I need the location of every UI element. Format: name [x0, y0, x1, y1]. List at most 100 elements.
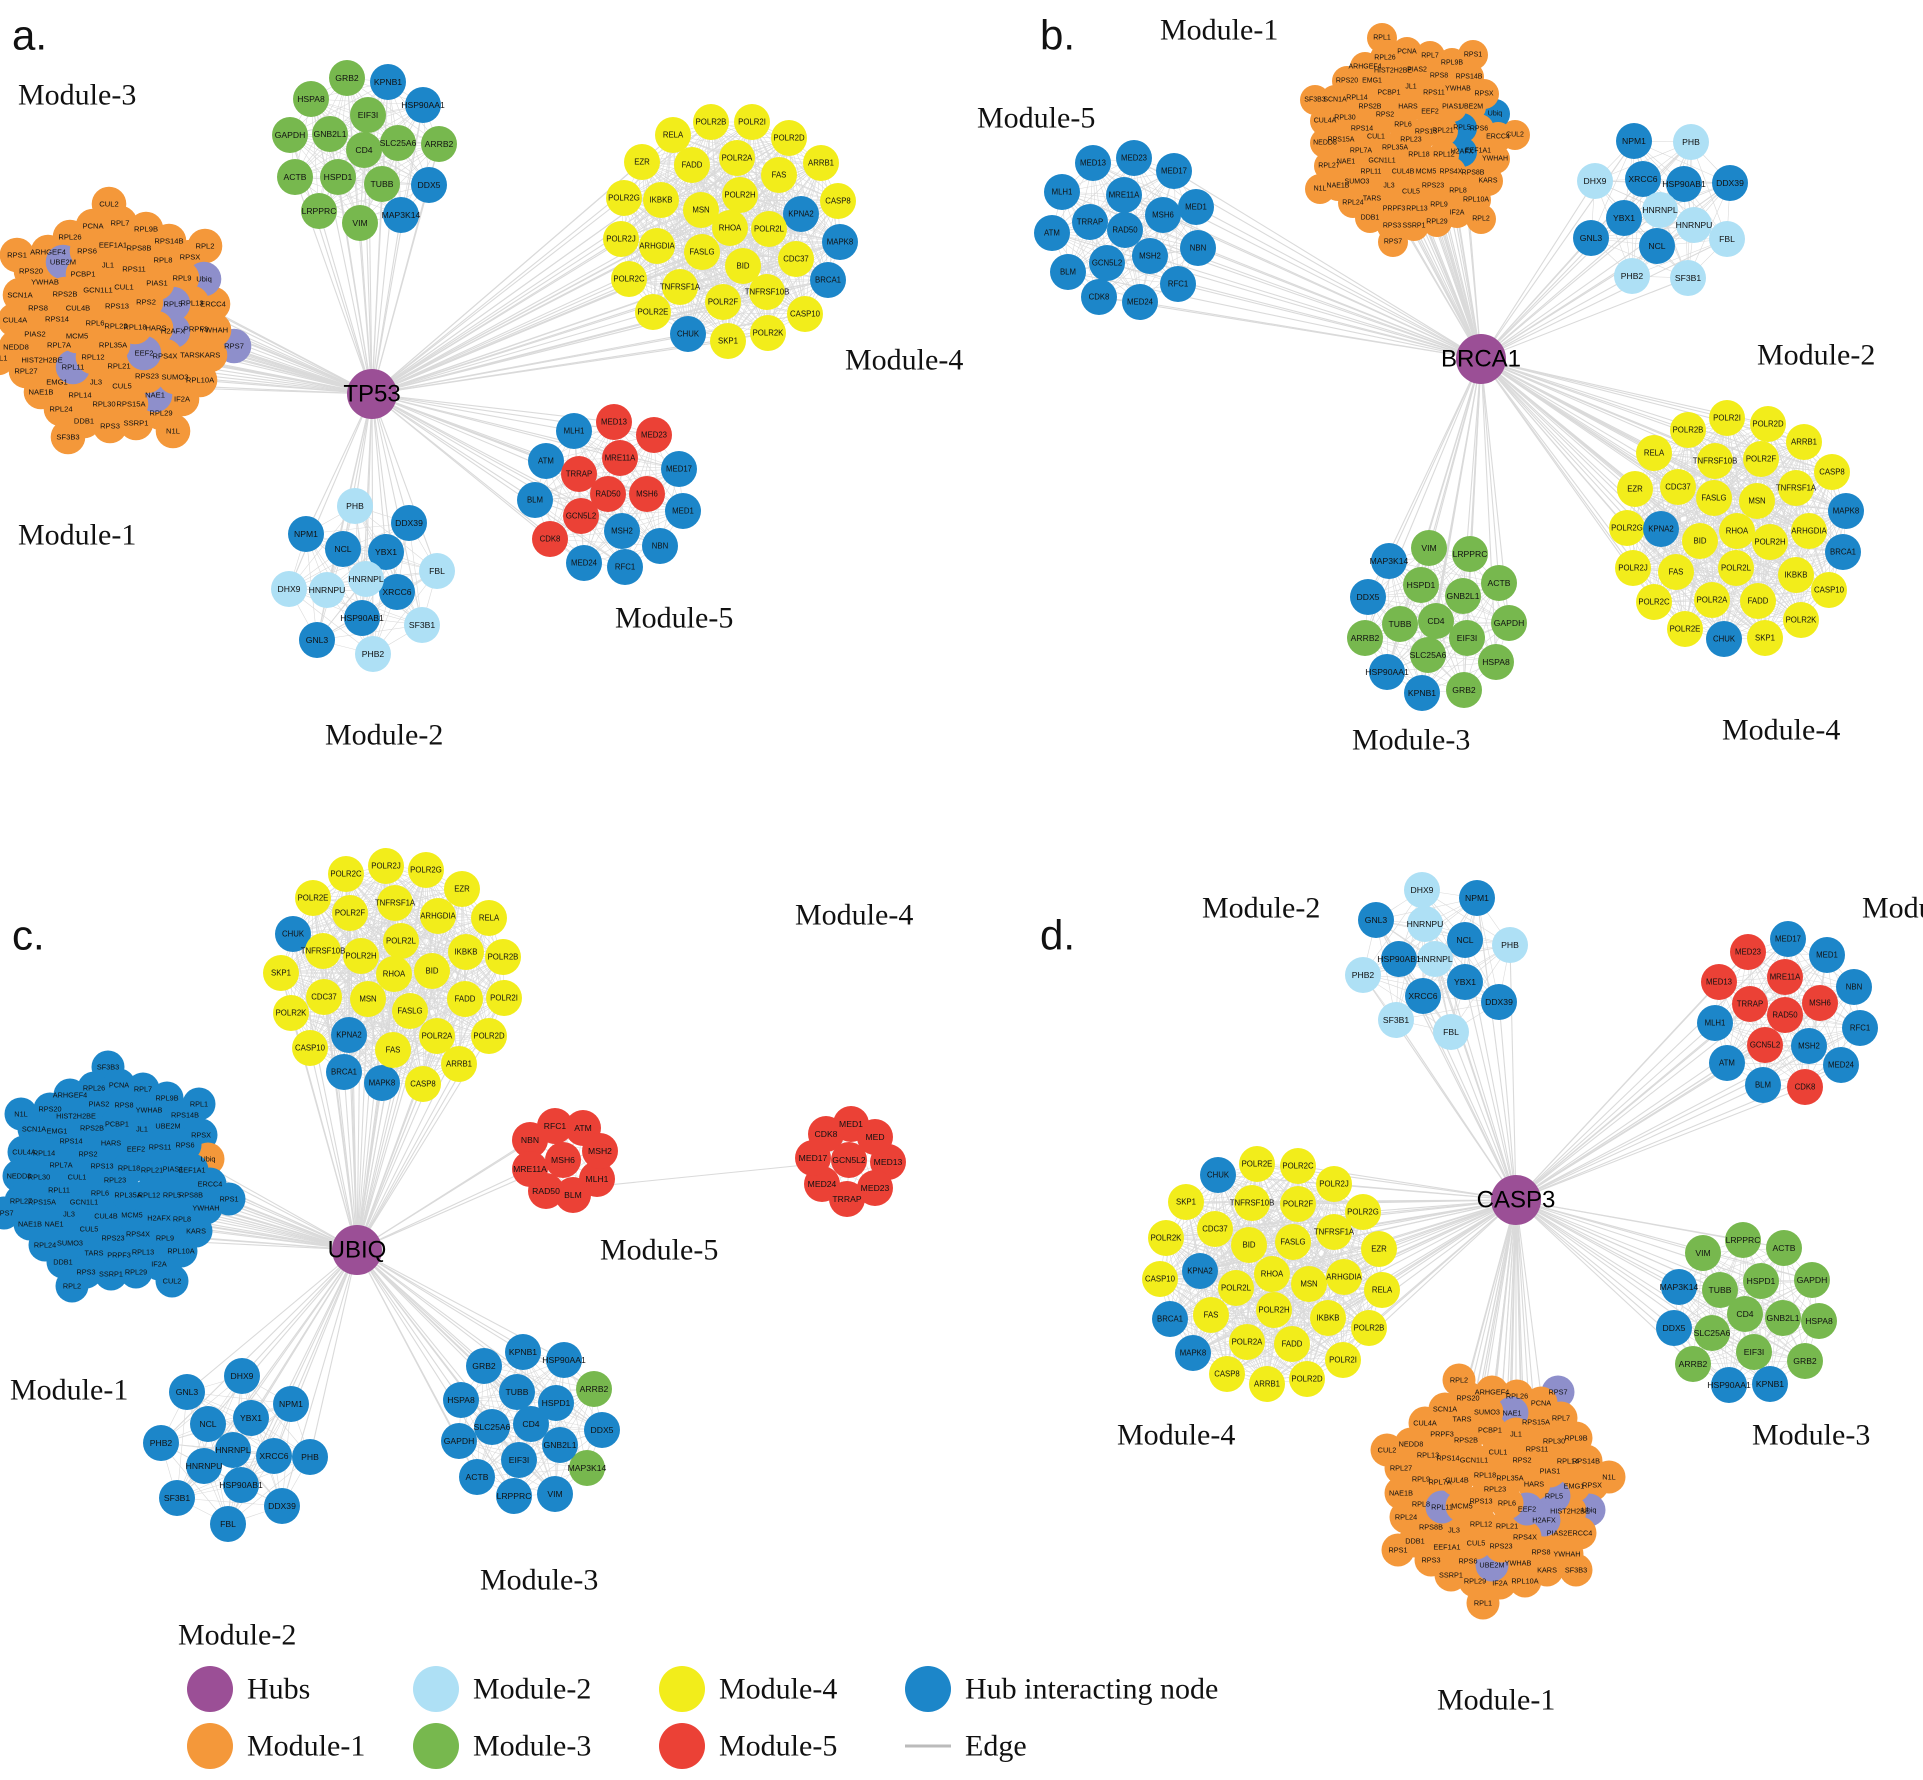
svg-text:KARS: KARS	[186, 1227, 206, 1236]
svg-text:RHOA: RHOA	[1726, 527, 1749, 536]
svg-text:TUBB: TUBB	[371, 179, 394, 189]
svg-text:EEF2: EEF2	[135, 349, 154, 358]
svg-text:PIAS2: PIAS2	[89, 1100, 110, 1109]
svg-text:GNL3: GNL3	[306, 635, 329, 645]
svg-text:HSP90AA1: HSP90AA1	[542, 1355, 586, 1365]
svg-text:RPL24: RPL24	[49, 405, 72, 414]
svg-text:RPS3: RPS3	[100, 422, 120, 431]
svg-text:MRE11A: MRE11A	[605, 454, 636, 463]
svg-text:RPL26: RPL26	[83, 1084, 105, 1093]
svg-text:NPM1: NPM1	[279, 1399, 303, 1409]
svg-text:KPNA2: KPNA2	[1187, 1267, 1213, 1276]
svg-text:CUL5: CUL5	[112, 382, 131, 391]
svg-text:EEF2: EEF2	[1421, 109, 1439, 116]
svg-text:HARS: HARS	[145, 324, 166, 333]
svg-text:POLR2B: POLR2B	[1673, 426, 1704, 435]
svg-text:HNRNPU: HNRNPU	[1407, 919, 1444, 929]
svg-text:RPL30: RPL30	[92, 400, 115, 409]
svg-text:CD4: CD4	[355, 145, 372, 155]
svg-text:Module-1: Module-1	[18, 519, 136, 552]
svg-text:PIAS1: PIAS1	[1442, 104, 1462, 111]
svg-text:RPL13: RPL13	[132, 1248, 154, 1257]
svg-text:SUMO3: SUMO3	[161, 373, 188, 382]
svg-text:MED17: MED17	[1775, 935, 1801, 944]
svg-text:TNFRSF10B: TNFRSF10B	[745, 288, 790, 297]
svg-text:IKBKB: IKBKB	[1317, 1314, 1340, 1323]
svg-text:ATM: ATM	[574, 1123, 592, 1133]
svg-text:RPS2B: RPS2B	[1359, 104, 1382, 111]
svg-text:BLM: BLM	[527, 496, 543, 505]
svg-text:RPS7: RPS7	[1384, 239, 1402, 246]
svg-text:HSP90AB1: HSP90AB1	[1377, 954, 1421, 964]
svg-text:FASLG: FASLG	[1280, 1238, 1305, 1247]
svg-text:POLR2K: POLR2K	[753, 329, 785, 338]
svg-text:TNFRSF1A: TNFRSF1A	[660, 283, 701, 292]
svg-text:POLR2B: POLR2B	[488, 953, 519, 962]
svg-text:CDC37: CDC37	[1665, 483, 1691, 492]
svg-text:RPL2: RPL2	[196, 242, 215, 251]
svg-text:MED23: MED23	[641, 431, 667, 440]
svg-text:RPSX: RPSX	[180, 253, 201, 262]
svg-text:HSPD1: HSPD1	[324, 172, 353, 182]
svg-text:NAE1: NAE1	[44, 1220, 63, 1229]
svg-text:DDX39: DDX39	[395, 518, 423, 528]
svg-text:RPS11: RPS11	[1423, 90, 1445, 97]
svg-text:POLR2C: POLR2C	[1638, 598, 1670, 607]
svg-text:RPL1: RPL1	[0, 354, 8, 363]
svg-text:FAS: FAS	[772, 171, 787, 180]
svg-text:CUL4B: CUL4B	[66, 304, 90, 313]
svg-text:SLC25A6: SLC25A6	[474, 1422, 511, 1432]
svg-text:LRPPRC: LRPPRC	[302, 206, 337, 216]
svg-text:RAD50: RAD50	[1112, 226, 1138, 235]
svg-text:ARRB2: ARRB2	[580, 1384, 609, 1394]
svg-text:NCL: NCL	[1648, 241, 1665, 251]
svg-text:MED17: MED17	[799, 1153, 828, 1163]
svg-text:RPL9B: RPL9B	[1441, 60, 1464, 67]
svg-text:UBE2M: UBE2M	[155, 1122, 180, 1131]
svg-text:NCL: NCL	[334, 544, 351, 554]
svg-text:RPL10A: RPL10A	[167, 1247, 194, 1256]
svg-text:ACTB: ACTB	[284, 172, 307, 182]
svg-text:POLR2I: POLR2I	[1713, 414, 1741, 423]
svg-text:CASP10: CASP10	[790, 310, 821, 319]
svg-text:RPL26: RPL26	[1374, 55, 1396, 62]
svg-text:RHOA: RHOA	[383, 970, 406, 979]
svg-text:CD4: CD4	[1427, 616, 1444, 626]
svg-text:RPL27: RPL27	[14, 367, 37, 376]
svg-text:MED24: MED24	[571, 559, 598, 568]
svg-text:XRCC6: XRCC6	[382, 587, 411, 597]
svg-text:EEF2: EEF2	[127, 1145, 145, 1154]
svg-text:POLR2C: POLR2C	[330, 870, 362, 879]
svg-text:TRRAP: TRRAP	[1737, 1000, 1763, 1009]
svg-text:CASP10: CASP10	[295, 1044, 326, 1053]
svg-text:CDK8: CDK8	[540, 535, 561, 544]
svg-text:RPL21: RPL21	[107, 362, 130, 371]
svg-text:MCM5: MCM5	[121, 1211, 143, 1220]
svg-text:CDC37: CDC37	[783, 255, 809, 264]
svg-text:YBX1: YBX1	[1613, 213, 1635, 223]
svg-text:DDX39: DDX39	[1716, 178, 1744, 188]
svg-text:MED1: MED1	[1816, 951, 1838, 960]
svg-text:HSPD1: HSPD1	[1407, 580, 1436, 590]
svg-text:IF2A: IF2A	[151, 1260, 167, 1269]
svg-text:RPL7: RPL7	[1421, 53, 1439, 60]
svg-text:XRCC6: XRCC6	[259, 1451, 288, 1461]
svg-text:RPL26: RPL26	[58, 233, 81, 242]
svg-text:POLR2D: POLR2D	[1752, 420, 1784, 429]
svg-text:PRPF3: PRPF3	[184, 325, 208, 334]
svg-text:MAP3K14: MAP3K14	[1370, 556, 1409, 566]
svg-text:MED23: MED23	[1121, 154, 1147, 163]
svg-text:ARRB2: ARRB2	[1351, 633, 1380, 643]
svg-text:RPS11: RPS11	[149, 1143, 172, 1152]
svg-text:SUMO3: SUMO3	[1345, 179, 1370, 186]
svg-text:IF2A: IF2A	[1450, 210, 1465, 217]
svg-text:GNL3: GNL3	[176, 1387, 199, 1397]
svg-text:JL3: JL3	[1383, 183, 1394, 190]
svg-text:GRB2: GRB2	[472, 1361, 496, 1371]
svg-text:GNL3: GNL3	[1580, 233, 1603, 243]
svg-text:RPL7A: RPL7A	[1350, 148, 1373, 155]
svg-text:POLR2F: POLR2F	[1283, 1200, 1314, 1209]
svg-text:RPL6: RPL6	[86, 319, 105, 328]
svg-text:RHOA: RHOA	[719, 224, 742, 233]
svg-text:EMG1: EMG1	[47, 1127, 68, 1136]
